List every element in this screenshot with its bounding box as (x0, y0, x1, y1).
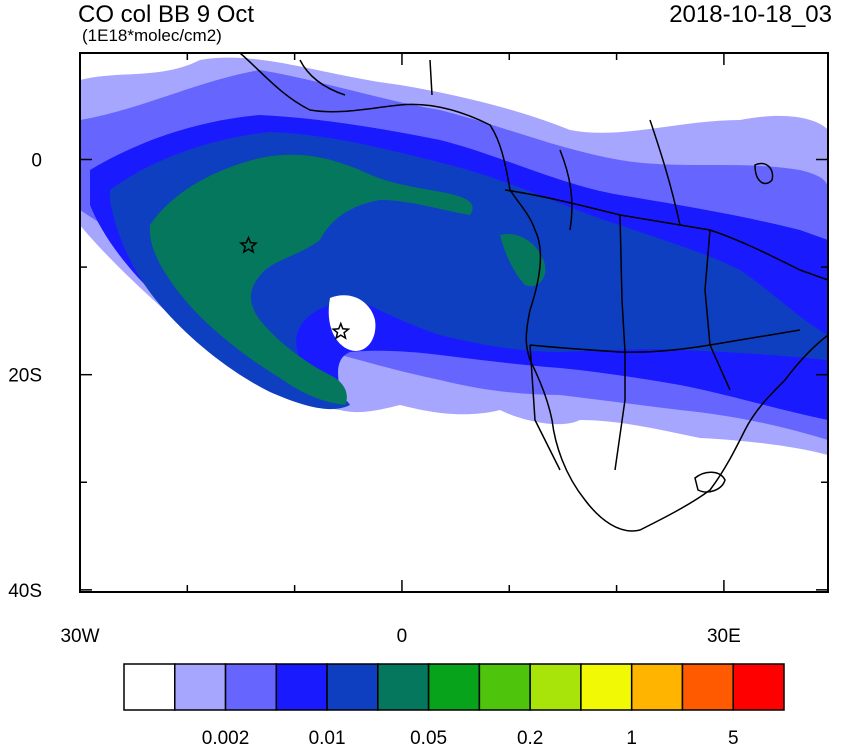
lat-tick-label: 40S (8, 581, 42, 602)
inland-border-3 (614, 214, 626, 471)
star-marker-2 (331, 321, 351, 340)
axis-tick-labels: 0 20S 40S 30W 0 30E (8, 151, 741, 647)
inland-border-1 (504, 189, 828, 281)
colorbar-swatch (275, 663, 328, 711)
colorbar-swatch (478, 663, 531, 711)
colorbar: 0.002 0.01 0.05 0.2 1 5 (123, 663, 785, 747)
colorbar-swatch (630, 663, 684, 711)
colorbar-label: 0.002 (202, 728, 250, 747)
co-contour-teal (149, 154, 473, 405)
colorbar-swatch (377, 663, 430, 711)
co-field (80, 53, 828, 592)
west-africa-coast (239, 53, 828, 532)
colorbar-swatch (123, 663, 176, 711)
lesotho (694, 471, 726, 493)
star-marker-1 (238, 235, 259, 254)
valid-datetime: 2018-10-18_03 (669, 1, 832, 28)
lat-tick-label: 0 (31, 151, 42, 172)
axis-ticks (79, 53, 828, 592)
co-clear-hole (328, 295, 376, 351)
colorbar-label: 0.05 (410, 728, 447, 747)
colorbar-swatch (174, 663, 227, 711)
inland-border-4 (529, 344, 561, 471)
colorbar-label: 1 (626, 728, 637, 747)
inland-border-6 (559, 149, 573, 231)
inland-border-7 (649, 119, 681, 226)
colorbar-swatch (224, 663, 278, 711)
units-subtitle: (1E18*molec/cm2) (82, 26, 222, 45)
lon-tick-label: 30E (707, 626, 741, 647)
inland-border-8 (429, 59, 433, 96)
colorbar-swatch (681, 663, 734, 711)
lon-tick-label: 30W (60, 626, 99, 647)
colorbar-label: 0.01 (309, 728, 346, 747)
plot-frame (79, 52, 829, 593)
source-markers (238, 235, 351, 340)
colorbar-label: 5 (728, 728, 739, 747)
colorbar-swatch (427, 663, 481, 711)
lon-tick-label: 0 (397, 626, 408, 647)
map-title: CO col BB 9 Oct (78, 1, 255, 28)
coastlines (239, 53, 828, 532)
co-contour-teal-coast (500, 234, 546, 287)
colorbar-label: 0.2 (517, 728, 543, 747)
colorbar-swatch (732, 663, 785, 711)
colorbar-swatch (529, 663, 582, 711)
colorbar-swatch (326, 663, 379, 711)
lat-tick-label: 20S (8, 366, 42, 387)
inland-border-9 (299, 59, 346, 96)
lake-victoria (754, 162, 774, 185)
inland-border-5 (704, 229, 731, 391)
colorbar-swatch (580, 663, 633, 711)
inland-border-2 (529, 329, 801, 353)
